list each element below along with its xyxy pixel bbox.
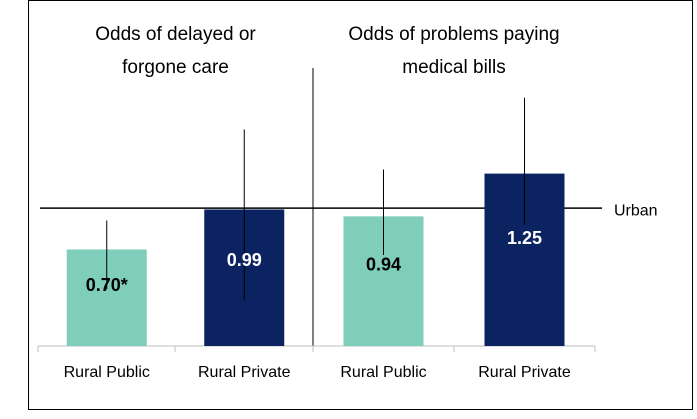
value-label: 0.70*: [86, 275, 128, 295]
x-tick-label: Rural Public: [340, 364, 426, 381]
panel-title: Odds of problems paying: [348, 24, 559, 45]
value-label: 1.25: [507, 228, 542, 248]
panel-title: medical bills: [402, 57, 505, 78]
x-tick-label: Rural Public: [64, 364, 150, 381]
value-label: 0.99: [227, 250, 262, 270]
value-label: 0.94: [366, 254, 401, 274]
panel-title: forgone care: [122, 57, 229, 78]
x-tick-label: Rural Private: [478, 364, 571, 381]
reference-label: Urban: [614, 202, 658, 219]
panel-title: Odds of delayed or: [95, 24, 256, 45]
x-tick-label: Rural Private: [198, 364, 291, 381]
